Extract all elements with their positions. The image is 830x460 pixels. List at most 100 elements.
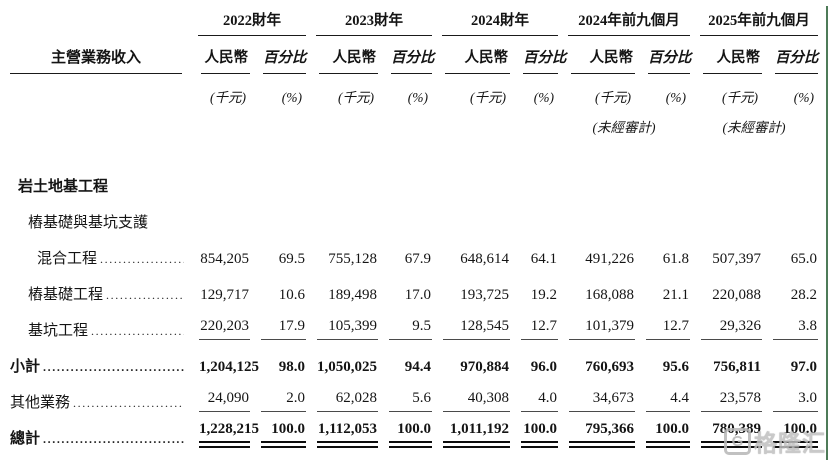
cell-value: 4.4 (646, 390, 690, 412)
row-label: 總計 (10, 431, 41, 447)
row-label: 小計 (10, 359, 41, 375)
cell-value: 34,673 (569, 390, 635, 412)
cell-value: 67.9 (404, 251, 431, 267)
rmb-header: 人民幣 (445, 46, 510, 74)
col-group-2024-9m: 2024年前九個月 (558, 6, 690, 36)
cell-value: 12.7 (521, 318, 558, 340)
leader-dots: ........................................… (106, 288, 184, 302)
cell-value: 129,717 (200, 287, 249, 303)
row-label: 混合工程 (37, 251, 98, 267)
cell-value: 3.0 (773, 390, 818, 412)
cell-value: 12.7 (646, 318, 690, 340)
unaudited-note: (未經審計) (722, 120, 786, 135)
cell-value: 4.0 (521, 390, 558, 412)
leader-dots: ........................................… (73, 396, 184, 410)
pct-unit: (%) (533, 90, 554, 105)
year-header-row: 2022財年 2023財年 2024財年 2024年前九個月 2025年前九個月 (10, 6, 818, 36)
cell-value: 17.9 (261, 318, 306, 340)
cell-value: 128,545 (443, 318, 510, 340)
cell-value: 756,811 (713, 359, 761, 375)
table-row-mixed-works: 混合工程....................................… (10, 232, 818, 268)
rmb-header: 人民幣 (319, 46, 378, 74)
cell-value: 24,090 (199, 390, 250, 412)
gelonghui-watermark: G 格隆汇 (724, 424, 826, 458)
row-header-title: 主營業務收入 (10, 36, 188, 74)
cell-value: 98.0 (278, 359, 305, 375)
table-row-section: 岩土地基工程 (10, 160, 818, 196)
cell-value: 507,397 (712, 251, 761, 267)
row-label: 岩土地基工程 (18, 179, 109, 195)
cell-value: 62,028 (317, 390, 378, 412)
leader-dots: ........................................… (100, 252, 184, 266)
cell-value: 9.5 (389, 318, 432, 340)
cell-value: 1,204,125 (199, 359, 259, 375)
cell-value: 189,498 (328, 287, 377, 303)
cell-value: 100.0 (773, 421, 818, 448)
cell-value: 755,128 (328, 251, 377, 267)
pct-unit: (%) (793, 90, 814, 105)
rmb-unit: (千元) (210, 90, 246, 105)
leader-dots: ........................................… (43, 432, 184, 446)
revenue-breakdown-table: 2022財年 2023財年 2024財年 2024年前九個月 2025年前九個月… (10, 6, 819, 448)
table-row-pile-foundation: 樁基礎工程...................................… (10, 268, 818, 304)
cell-value: 96.0 (530, 359, 557, 375)
rmb-unit: (千元) (338, 90, 374, 105)
cell-value: 105,399 (317, 318, 378, 340)
pct-header: 百分比 (775, 46, 819, 74)
rmb-header: 人民幣 (201, 46, 250, 74)
col-group-2023: 2023財年 (306, 6, 432, 36)
cell-value: 648,614 (460, 251, 509, 267)
cell-value: 69.5 (278, 251, 305, 267)
col-group-2024: 2024財年 (432, 6, 558, 36)
cell-value: 220,203 (199, 318, 250, 340)
pct-unit: (%) (407, 90, 428, 105)
unaudited-row: (未經審計) (未經審計) (10, 106, 818, 136)
rmb-unit: (千元) (722, 90, 758, 105)
row-label: 其他業務 (10, 395, 71, 411)
rmb-header: 人民幣 (571, 46, 635, 74)
cell-value: 61.8 (662, 251, 689, 267)
leader-dots: ........................................… (43, 360, 184, 374)
cell-value: 94.4 (404, 359, 431, 375)
unaudited-note: (未經審計) (592, 120, 656, 135)
year-label: 2023財年 (316, 9, 432, 36)
cell-value: 23,578 (701, 390, 762, 412)
cell-value: 3.8 (773, 318, 818, 340)
cell-value: 1,050,025 (317, 359, 377, 375)
cell-value: 491,226 (585, 251, 634, 267)
cell-value: 101,379 (569, 318, 635, 340)
cell-value: 1,011,192 (443, 421, 510, 448)
pct-header: 百分比 (391, 46, 435, 74)
cell-value: 21.1 (662, 287, 689, 303)
cell-value: 854,205 (200, 251, 249, 267)
col-group-2025-9m: 2025年前九個月 (690, 6, 818, 36)
cell-value: 64.1 (530, 251, 557, 267)
table-row-subsection: 樁基礎與基坑支護 (10, 196, 818, 232)
pct-header: 百分比 (523, 46, 567, 74)
cell-value: 2.0 (261, 390, 306, 412)
table-row-other-business: 其他業務....................................… (10, 376, 818, 412)
watermark-text: 格隆汇 (754, 430, 826, 456)
table-row-subtotal: 小計......................................… (10, 340, 818, 376)
cell-value: 795,366 (569, 421, 635, 448)
row-label: 樁基礎工程 (28, 287, 104, 303)
rmb-unit: (千元) (470, 90, 506, 105)
cell-value: 100.0 (261, 421, 306, 448)
pct-unit: (%) (665, 90, 686, 105)
cell-value: 760,693 (585, 359, 634, 375)
table-row-grand-total: 總計......................................… (10, 412, 818, 448)
cell-value: 65.0 (790, 251, 817, 267)
year-label: 2025年前九個月 (700, 9, 818, 36)
cell-value: 220,088 (712, 287, 761, 303)
pct-unit: (%) (281, 90, 302, 105)
cell-value: 95.6 (662, 359, 689, 375)
rmb-header: 人民幣 (703, 46, 762, 74)
cell-value: 97.0 (790, 359, 817, 375)
cell-value: 970,884 (460, 359, 509, 375)
cell-value: 10.6 (278, 287, 305, 303)
cell-value: 40,308 (443, 390, 510, 412)
table-row-excavation-works: 基坑工程....................................… (10, 304, 818, 340)
year-label: 2022財年 (198, 9, 306, 36)
col-group-2022: 2022財年 (188, 6, 306, 36)
cell-value: 1,228,215 (199, 421, 259, 448)
